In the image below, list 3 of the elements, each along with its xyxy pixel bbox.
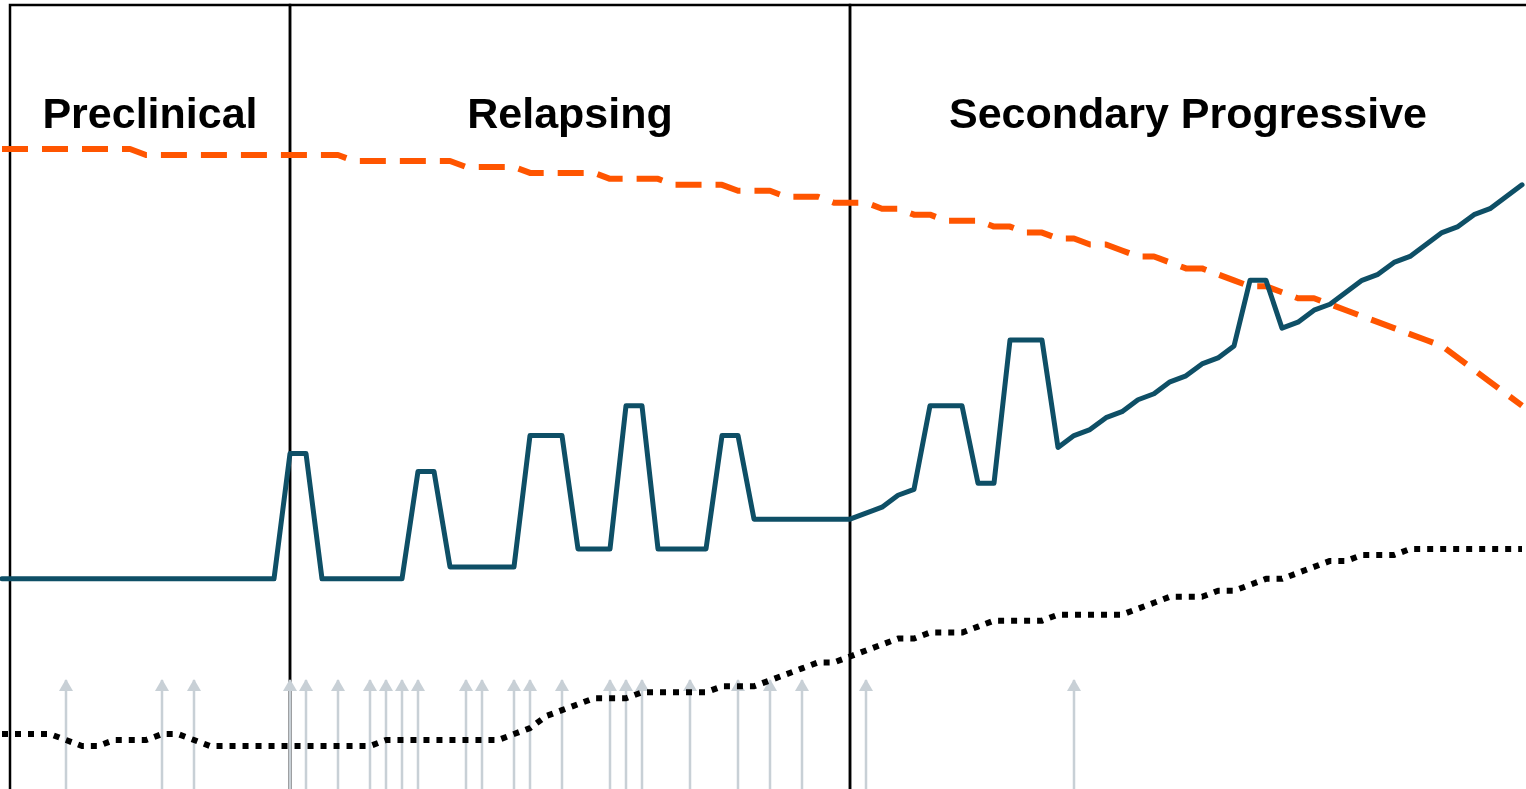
text: Relapsing [467, 89, 673, 137]
text: Secondary Progressive [948, 89, 1428, 137]
text: Preclinical [42, 89, 258, 137]
